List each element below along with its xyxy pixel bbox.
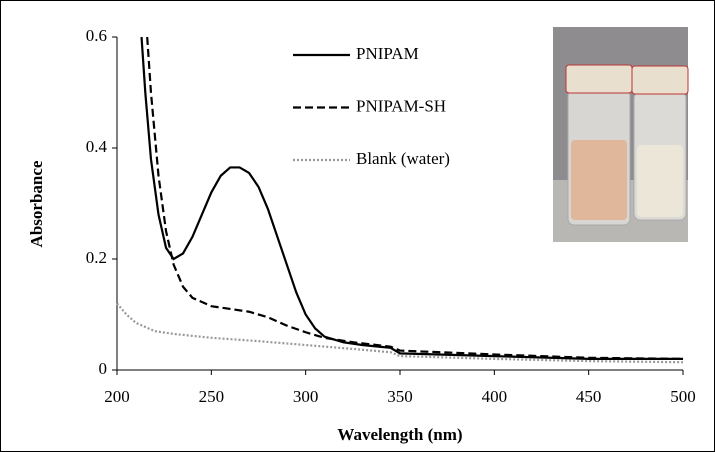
x-tick-label: 250: [199, 387, 225, 406]
series-line: [116, 302, 684, 364]
y-axis-title: Absorbance: [27, 160, 46, 247]
jar-content: [637, 145, 683, 217]
y-tick-label: 0.4: [86, 137, 108, 156]
legend-label: Blank (water): [356, 149, 450, 168]
x-axis-title: Wavelength (nm): [337, 425, 462, 444]
inset-photo: [553, 27, 689, 242]
jar-lid: [631, 65, 689, 95]
jar-lid: [565, 64, 633, 94]
y-tick-label: 0.2: [86, 248, 107, 267]
x-tick-label: 400: [482, 387, 508, 406]
y-tick-label: 0.6: [86, 26, 107, 45]
x-tick-label: 450: [576, 387, 602, 406]
x-tick-label: 300: [293, 387, 319, 406]
x-tick-label: 350: [387, 387, 413, 406]
jar-content: [571, 140, 627, 220]
legend-label: PNIPAM: [356, 44, 419, 63]
legend-label: PNIPAM-SH: [356, 96, 446, 115]
x-tick-label: 500: [670, 387, 696, 406]
series-line: [146, 36, 684, 360]
y-tick-label: 0: [99, 359, 108, 378]
x-tick-label: 200: [104, 387, 130, 406]
